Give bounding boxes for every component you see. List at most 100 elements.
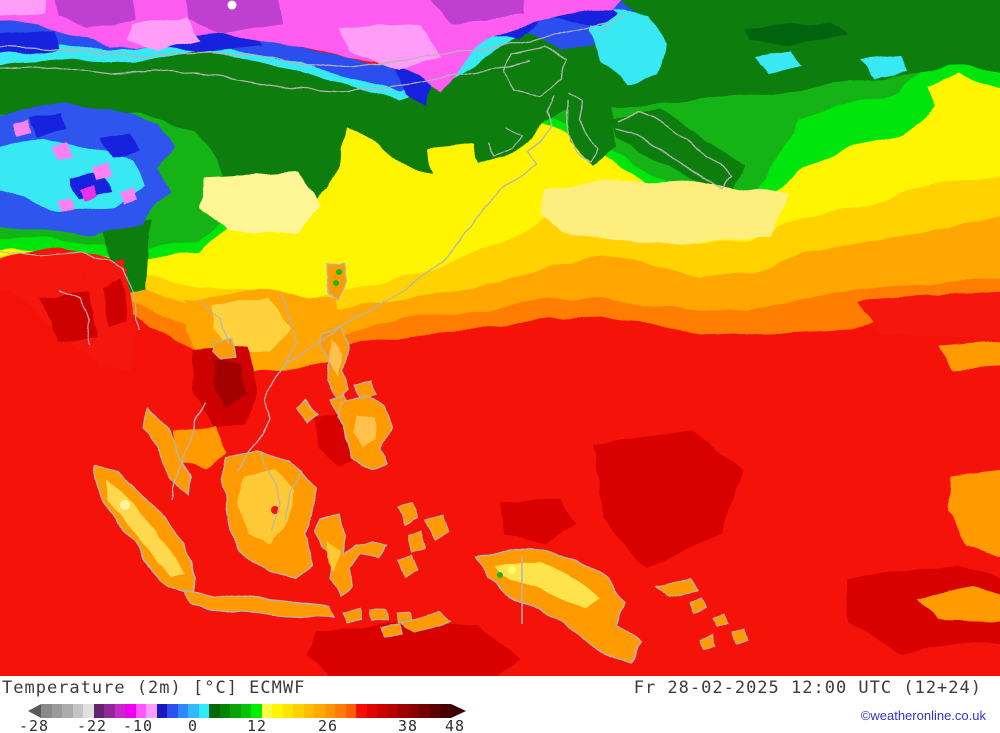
border-mongolia xyxy=(0,59,531,93)
temperature-color-scale xyxy=(28,704,466,718)
tibet-navy-2 xyxy=(100,132,140,158)
scale-color-block xyxy=(41,704,52,718)
scale-color-block xyxy=(387,704,398,718)
border-russia xyxy=(0,21,611,69)
scale-color-block xyxy=(251,704,262,718)
pale-yellow-ocean xyxy=(538,180,788,245)
border-india xyxy=(0,250,139,346)
scale-left-arrow-icon xyxy=(28,704,41,718)
island-java xyxy=(183,591,336,619)
coast-korea xyxy=(564,91,599,163)
tibet-pink-5 xyxy=(56,198,76,214)
map-title: Temperature (2m) [°C] ECMWF xyxy=(2,678,306,698)
scale-color-blocks xyxy=(41,704,451,718)
band-yellow xyxy=(0,85,1000,298)
tibet-navy-1 xyxy=(28,112,66,136)
ocean-darkred-1 xyxy=(595,430,740,566)
border-seasia xyxy=(199,294,296,363)
yellow-ne-wedge xyxy=(928,74,1000,137)
legend-footer: Temperature (2m) [°C] ECMWF Fr 28-02-202… xyxy=(0,676,1000,733)
new-guinea-bright-dot xyxy=(508,566,516,574)
scale-color-block xyxy=(83,704,94,718)
tibet-magenta xyxy=(82,184,98,200)
gulf-orange xyxy=(172,426,226,470)
island-solomon-2 xyxy=(711,613,729,629)
island-solomon-1 xyxy=(689,597,707,613)
scale-color-block xyxy=(293,704,304,718)
new-guinea-green-dot xyxy=(497,572,503,578)
darkgreen-japan xyxy=(612,108,745,196)
scale-color-block xyxy=(272,704,283,718)
temperature-map xyxy=(0,0,1000,676)
scale-tick-label: 0 xyxy=(187,717,199,733)
scale-color-block xyxy=(135,704,146,718)
scale-color-block xyxy=(104,704,115,718)
island-hainan xyxy=(213,339,237,361)
scale-color-block xyxy=(282,704,293,718)
darkgreen-shandong xyxy=(395,122,436,158)
island-timor-2 xyxy=(379,623,405,639)
scale-color-block xyxy=(324,704,335,718)
scale-tick-label: -22 xyxy=(76,717,108,733)
island-palawan xyxy=(297,399,319,423)
tibet-pink-4 xyxy=(118,188,138,204)
border-borneo xyxy=(261,451,303,531)
taiwan-green-dot-2 xyxy=(333,280,339,286)
purple-patch-1 xyxy=(54,0,136,28)
scale-color-block xyxy=(93,704,104,718)
scale-color-block xyxy=(177,704,188,718)
tibet-pink-2 xyxy=(52,144,72,160)
pale-yellow-china xyxy=(200,172,322,235)
scale-color-block xyxy=(240,704,251,718)
band-gold xyxy=(0,173,1000,318)
taiwan-green-dot-1 xyxy=(336,269,342,275)
mindanao-gold xyxy=(352,415,378,448)
coast-vietnam xyxy=(235,361,287,471)
purple-patch-2 xyxy=(184,0,282,34)
yellow-sea-patch xyxy=(428,144,483,196)
island-kuril-dashes xyxy=(599,12,629,33)
scale-tick-label: 26 xyxy=(317,717,339,733)
island-moluccas-2 xyxy=(407,529,426,553)
scale-color-block xyxy=(440,704,451,718)
coast-china xyxy=(285,94,556,363)
edge-orange-1 xyxy=(938,341,1000,370)
scale-color-block xyxy=(230,704,241,718)
scale-color-block xyxy=(167,704,178,718)
scale-color-block xyxy=(146,704,157,718)
island-bali-chain-2 xyxy=(369,610,388,623)
scale-color-block xyxy=(356,704,367,718)
scale-color-block xyxy=(209,704,220,718)
map-timestamp: Fr 28-02-2025 12:00 UTC (12+24) xyxy=(633,678,982,698)
sulawesi-gold xyxy=(326,540,340,572)
scale-color-block xyxy=(408,704,419,718)
scale-color-block xyxy=(366,704,377,718)
island-solomon-4 xyxy=(699,635,717,651)
scale-color-block xyxy=(156,704,167,718)
ocean-darkred-4 xyxy=(500,498,575,544)
scale-color-block xyxy=(72,704,83,718)
thailand-darkred-core xyxy=(212,360,246,408)
scale-color-block xyxy=(335,704,346,718)
island-timor-1 xyxy=(398,611,454,633)
luzon-gold xyxy=(330,340,342,378)
scale-tick-label: 48 xyxy=(444,717,466,733)
scale-color-block xyxy=(198,704,209,718)
cyan-speck-1 xyxy=(755,50,802,74)
scale-color-block xyxy=(51,704,62,718)
scale-color-block xyxy=(398,704,409,718)
edge-orange-2 xyxy=(948,469,1000,556)
island-solomon-3 xyxy=(732,628,750,644)
island-moluccas-1 xyxy=(397,501,419,526)
india-darkred-2 xyxy=(102,280,128,326)
scale-color-block xyxy=(125,704,136,718)
snow-dot xyxy=(227,0,237,10)
indochina-gold xyxy=(212,298,290,352)
tibet-pink-1 xyxy=(12,120,32,136)
coast-malay xyxy=(171,401,206,501)
cyan-speck-2 xyxy=(858,56,908,78)
sumatra-pale-dot xyxy=(120,500,130,510)
scale-tick-label: 38 xyxy=(397,717,419,733)
coast-bohai xyxy=(486,127,522,157)
